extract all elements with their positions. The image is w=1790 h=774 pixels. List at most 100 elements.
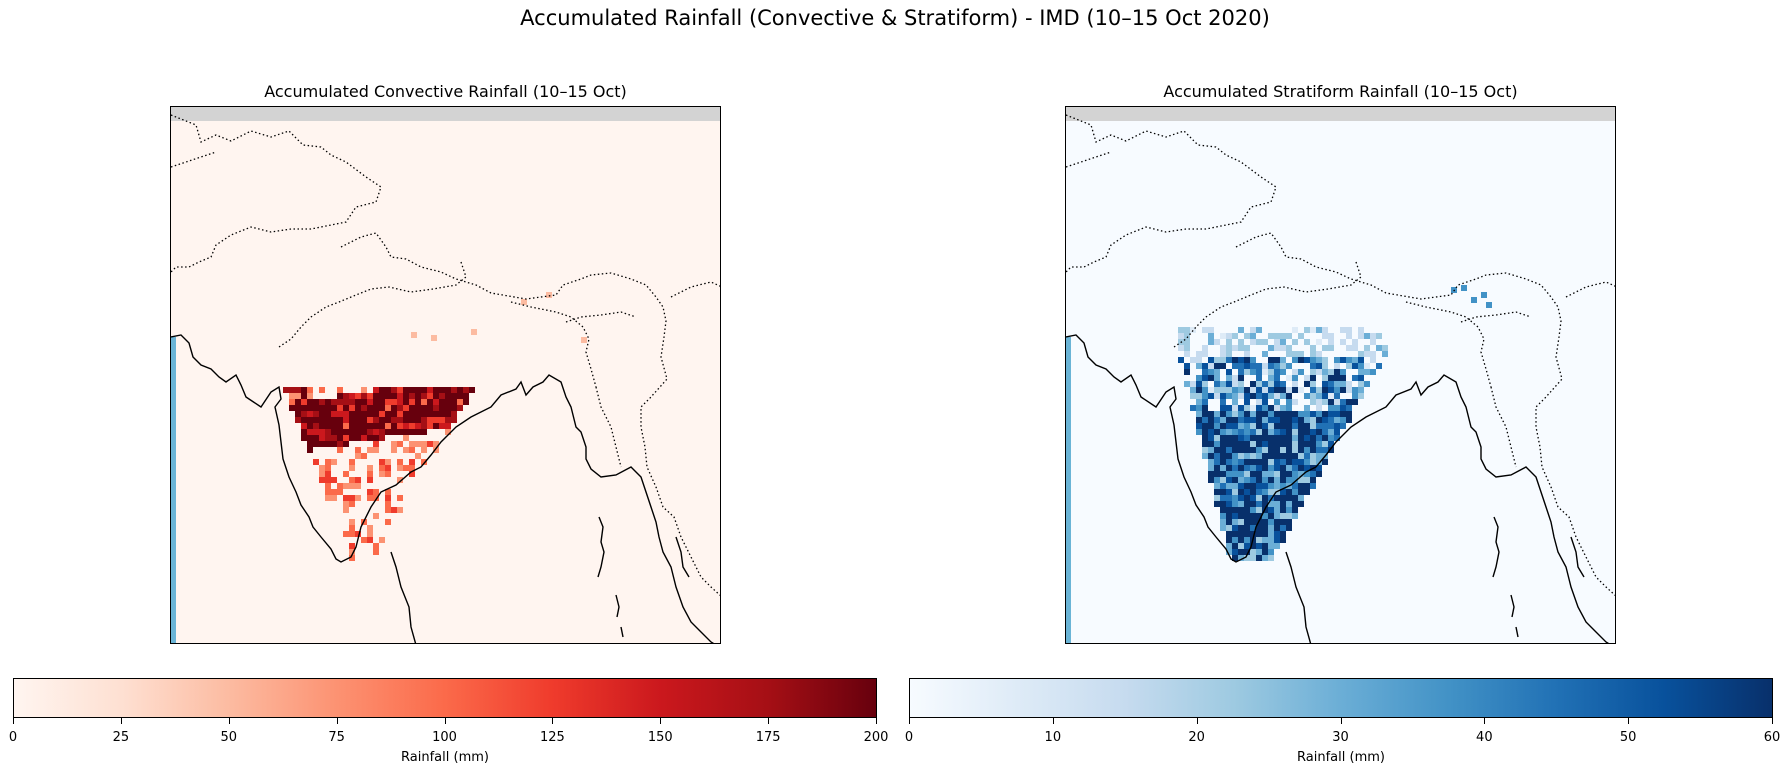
- rainfall-cell: [1370, 339, 1376, 345]
- rainfall-cell: [313, 399, 319, 405]
- rainfall-cell: [349, 465, 355, 471]
- rainfall-cell: [1322, 375, 1328, 381]
- rainfall-cell: [1322, 363, 1328, 369]
- rainfall-cell: [1196, 363, 1202, 369]
- rainfall-cell: [1226, 423, 1232, 429]
- nodata-band: [171, 107, 720, 121]
- rainfall-cell: [1226, 387, 1232, 393]
- rainfall-cell: [337, 447, 343, 453]
- rainfall-cell: [1471, 297, 1477, 303]
- rainfall-cell: [1226, 339, 1232, 345]
- rainfall-cell: [1316, 405, 1322, 411]
- rainfall-cell: [1274, 375, 1280, 381]
- rainfall-cell: [1286, 465, 1292, 471]
- rainfall-cell: [1262, 453, 1268, 459]
- rainfall-cell: [331, 429, 337, 435]
- rainfall-cell: [1244, 423, 1250, 429]
- rainfall-cell: [1346, 345, 1352, 351]
- rainfall-cell: [379, 393, 385, 399]
- convective-colorbar-tick: [13, 718, 14, 724]
- rainfall-cell: [349, 555, 355, 561]
- rainfall-cell: [403, 423, 409, 429]
- rainfall-cell: [283, 387, 289, 393]
- rainfall-cell: [1334, 435, 1340, 441]
- rainfall-cell: [1262, 417, 1268, 423]
- rainfall-cell: [1304, 375, 1310, 381]
- rainfall-cell: [331, 399, 337, 405]
- rainfall-cell: [433, 441, 439, 447]
- rainfall-cell: [1220, 381, 1226, 387]
- rainfall-cell: [1220, 519, 1226, 525]
- rainfall-cell: [1226, 345, 1232, 351]
- rainfall-cell: [1256, 459, 1262, 465]
- rainfall-cell: [421, 393, 427, 399]
- rainfall-cell: [1238, 369, 1244, 375]
- rainfall-cell: [403, 447, 409, 453]
- rainfall-cell: [1286, 333, 1292, 339]
- rainfall-cell: [1280, 447, 1286, 453]
- rainfall-cell: [1238, 465, 1244, 471]
- rainfall-cell: [1346, 417, 1352, 423]
- rainfall-cell: [1280, 531, 1286, 537]
- rainfall-cell: [1220, 387, 1226, 393]
- rainfall-cell: [1334, 411, 1340, 417]
- rainfall-cell: [1268, 525, 1274, 531]
- rainfall-cell: [313, 423, 319, 429]
- rainfall-cell: [1376, 345, 1382, 351]
- rainfall-cell: [1274, 423, 1280, 429]
- rainfall-cell: [1214, 411, 1220, 417]
- rainfall-cell: [1214, 381, 1220, 387]
- rainfall-cell: [433, 447, 439, 453]
- rainfall-cell: [1280, 411, 1286, 417]
- rainfall-cell: [1226, 381, 1232, 387]
- rainfall-cell: [319, 405, 325, 411]
- rainfall-cell: [1298, 471, 1304, 477]
- rainfall-cell: [379, 429, 385, 435]
- rainfall-cell: [1214, 465, 1220, 471]
- rainfall-cell: [1256, 495, 1262, 501]
- rainfall-cell: [1268, 519, 1274, 525]
- rainfall-cell: [361, 399, 367, 405]
- rainfall-cell: [1256, 327, 1262, 333]
- rainfall-cell: [1352, 339, 1358, 345]
- rainfall-cell: [1304, 477, 1310, 483]
- rainfall-cell: [1280, 393, 1286, 399]
- rainfall-cell: [391, 387, 397, 393]
- rainfall-cell: [1280, 381, 1286, 387]
- rainfall-cell: [445, 411, 451, 417]
- rainfall-cell: [313, 411, 319, 417]
- rainfall-cell: [343, 399, 349, 405]
- rainfall-cell: [1292, 495, 1298, 501]
- rainfall-cell: [1298, 483, 1304, 489]
- rainfall-cell: [343, 441, 349, 447]
- rainfall-cell: [391, 447, 397, 453]
- rainfall-cell: [1274, 345, 1280, 351]
- rainfall-cell: [1208, 447, 1214, 453]
- rainfall-cell: [1214, 489, 1220, 495]
- rainfall-cell: [1304, 393, 1310, 399]
- rainfall-cell: [1232, 513, 1238, 519]
- rainfall-cell: [421, 387, 427, 393]
- rainfall-cell: [343, 483, 349, 489]
- rainfall-cell: [1346, 327, 1352, 333]
- stratiform-colorbar-tick: [1628, 718, 1630, 724]
- rainfall-cell: [1214, 495, 1220, 501]
- rainfall-cell: [397, 411, 403, 417]
- rainfall-cell: [1262, 465, 1268, 471]
- rainfall-cell: [373, 429, 379, 435]
- rainfall-cell: [1262, 519, 1268, 525]
- rainfall-cell: [1304, 465, 1310, 471]
- rainfall-cell: [1274, 531, 1280, 537]
- rainfall-cell: [1274, 501, 1280, 507]
- rainfall-cell: [1256, 435, 1262, 441]
- rainfall-cell: [457, 399, 463, 405]
- rainfall-cell: [1274, 393, 1280, 399]
- rainfall-cell: [1250, 477, 1256, 483]
- rainfall-cell: [1268, 459, 1274, 465]
- rainfall-cell: [1250, 519, 1256, 525]
- rainfall-cell: [1316, 357, 1322, 363]
- rainfall-cell: [1238, 411, 1244, 417]
- rainfall-cell: [373, 489, 379, 495]
- rainfall-cell: [1298, 453, 1304, 459]
- rainfall-cell: [1280, 495, 1286, 501]
